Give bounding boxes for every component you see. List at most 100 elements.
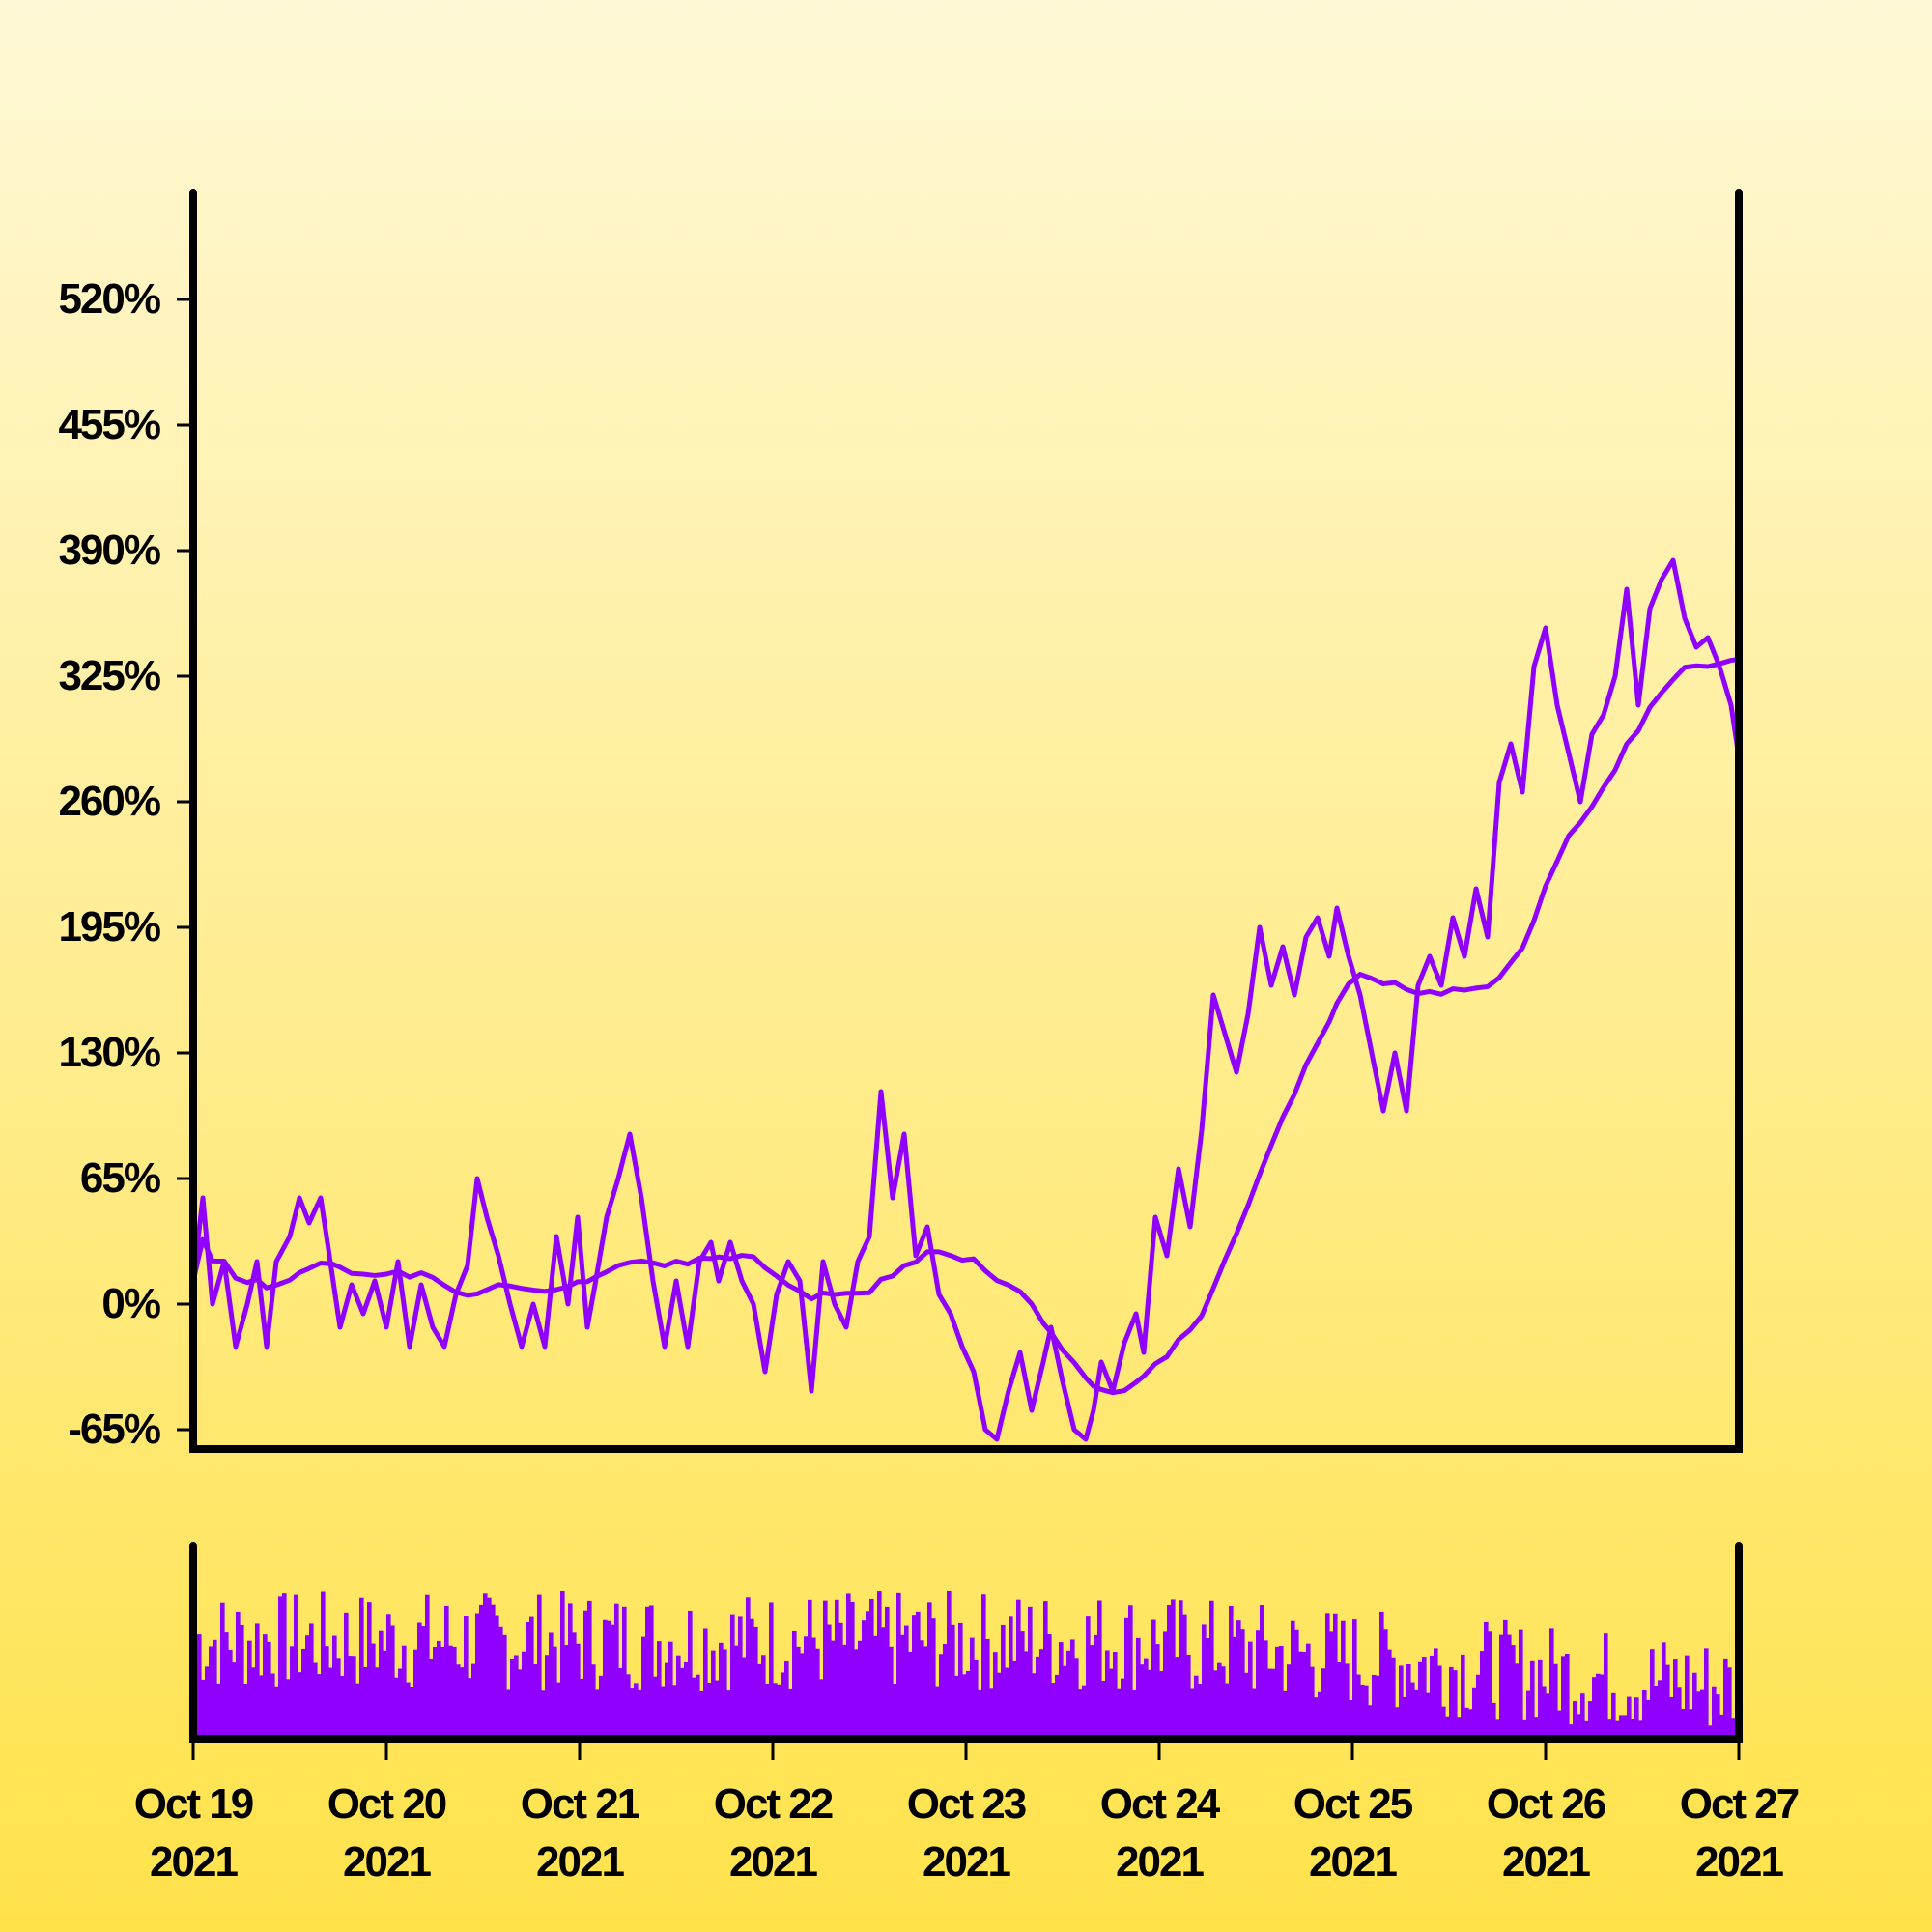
volume-bar xyxy=(1175,1657,1179,1739)
volume-bar xyxy=(1468,1709,1473,1739)
volume-bar xyxy=(1345,1663,1350,1739)
volume-bar xyxy=(1631,1719,1635,1739)
volume-bar xyxy=(997,1672,1002,1739)
volume-bar xyxy=(1569,1724,1574,1739)
volume-bar xyxy=(305,1635,310,1739)
volume-bar xyxy=(483,1593,488,1739)
volume-bar xyxy=(1221,1666,1226,1739)
volume-bar xyxy=(792,1630,797,1739)
volume-bar xyxy=(781,1672,785,1739)
volume-bar xyxy=(1557,1710,1562,1739)
volume-bar xyxy=(1573,1701,1577,1739)
x-tick-label-month: Oct 26 xyxy=(1487,1780,1605,1828)
volume-bar xyxy=(742,1657,747,1739)
volume-bar xyxy=(711,1650,716,1739)
volume-bar xyxy=(1499,1634,1504,1739)
volume-bar xyxy=(471,1663,476,1739)
volume-bar xyxy=(1167,1605,1172,1739)
volume-bar xyxy=(811,1637,816,1739)
volume-bar xyxy=(1213,1670,1218,1739)
volume-bar xyxy=(402,1645,407,1739)
volume-bar xyxy=(1372,1674,1377,1739)
volume-bar xyxy=(1511,1645,1516,1739)
volume-bar xyxy=(255,1623,260,1739)
volume-bar xyxy=(1437,1665,1442,1739)
volume-bar xyxy=(699,1690,704,1739)
volume-bar xyxy=(1642,1690,1647,1739)
volume-bar xyxy=(645,1606,650,1739)
volume-bar xyxy=(719,1642,724,1739)
volume-bar xyxy=(1457,1717,1462,1739)
volume-bar xyxy=(777,1684,781,1739)
volume-bar xyxy=(1325,1613,1330,1739)
volume-bar xyxy=(1376,1675,1380,1739)
volume-bar xyxy=(854,1649,859,1739)
volume-bar xyxy=(1275,1646,1280,1739)
volume-bar xyxy=(889,1646,894,1739)
volume-bar xyxy=(595,1689,600,1739)
volume-bar xyxy=(1464,1707,1469,1739)
volume-bar xyxy=(784,1661,789,1739)
volume-bar xyxy=(962,1674,967,1739)
volume-bar xyxy=(1318,1691,1322,1739)
volume-bar xyxy=(564,1645,569,1739)
volume-bar xyxy=(236,1611,241,1739)
volume-bar xyxy=(1542,1686,1547,1739)
volume-bar xyxy=(1453,1670,1458,1739)
volume-bar xyxy=(676,1655,681,1739)
volume-bar xyxy=(1163,1631,1168,1739)
volume-bar xyxy=(974,1659,979,1739)
volume-bar xyxy=(614,1603,619,1739)
volume-bar xyxy=(1604,1633,1608,1739)
volume-bar xyxy=(591,1664,596,1739)
volume-bar xyxy=(1716,1694,1720,1739)
x-tick-label-month: Oct 23 xyxy=(907,1780,1026,1828)
volume-bar xyxy=(1001,1624,1006,1739)
volume-bar xyxy=(1024,1651,1029,1739)
volume-bar xyxy=(985,1638,990,1739)
volume-bar xyxy=(1638,1720,1643,1739)
volume-bar xyxy=(1534,1717,1539,1739)
volume-bar xyxy=(1283,1690,1288,1739)
volume-bar xyxy=(626,1674,631,1739)
volume-bar xyxy=(1673,1659,1678,1739)
volume-bar xyxy=(823,1600,828,1739)
volume-bar xyxy=(1217,1662,1222,1739)
volume-bar xyxy=(1650,1649,1655,1739)
volume-bar xyxy=(1117,1688,1122,1739)
volume-bar xyxy=(251,1667,256,1739)
volume-bar xyxy=(317,1674,322,1739)
volume-bar xyxy=(1495,1719,1500,1739)
volume-bar xyxy=(978,1689,982,1739)
volume-bar xyxy=(730,1614,735,1739)
volume-bar xyxy=(1256,1630,1261,1739)
volume-bar xyxy=(1379,1611,1384,1739)
volume-bar xyxy=(753,1626,758,1739)
volume-bar xyxy=(1260,1605,1264,1739)
volume-bar xyxy=(1719,1714,1724,1739)
volume-bar xyxy=(475,1613,480,1739)
volume-bar xyxy=(1329,1631,1334,1739)
volume-bar xyxy=(1658,1680,1662,1739)
volume-bar xyxy=(1727,1667,1732,1739)
volume-bar xyxy=(1692,1672,1697,1739)
volume-bar xyxy=(893,1684,897,1739)
volume-bar xyxy=(726,1690,731,1739)
volume-bar xyxy=(1059,1642,1064,1739)
volume-bar xyxy=(692,1677,696,1739)
y-tick-label: 130% xyxy=(58,1029,159,1076)
volume-bar xyxy=(216,1683,221,1739)
volume-bar xyxy=(1708,1725,1713,1739)
volume-bar xyxy=(1646,1699,1651,1739)
volume-bar xyxy=(649,1605,654,1739)
volume-bar xyxy=(1565,1653,1570,1739)
volume-bar xyxy=(259,1675,264,1739)
volume-bar xyxy=(1441,1706,1446,1739)
volume-bar xyxy=(958,1622,963,1739)
volume-bar xyxy=(715,1680,720,1739)
volume-bar xyxy=(858,1640,863,1739)
volume-bar xyxy=(367,1602,372,1739)
volume-bar xyxy=(634,1683,639,1739)
volume-bar xyxy=(444,1605,449,1739)
volume-bar xyxy=(298,1672,302,1739)
